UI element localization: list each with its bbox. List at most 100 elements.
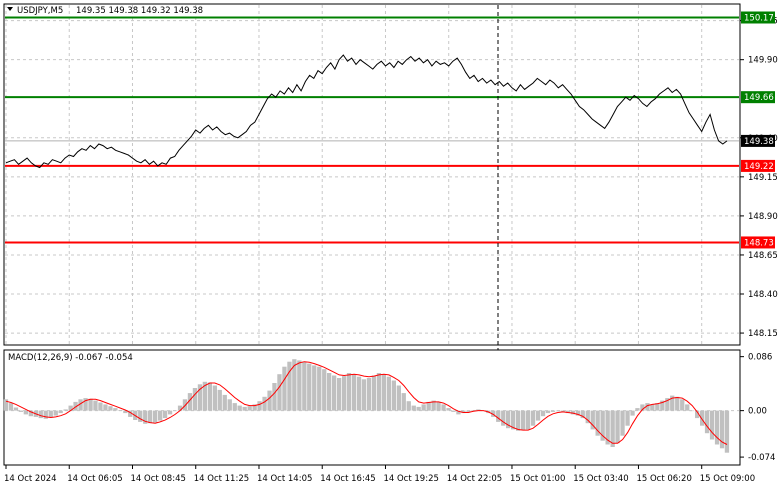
macd-bar	[530, 410, 536, 426]
macd-bar	[172, 410, 178, 412]
macd-bar	[516, 410, 521, 431]
macd-bar	[521, 410, 526, 431]
macd-bar	[381, 374, 386, 411]
macd-bar	[103, 404, 108, 411]
macd-bar	[700, 410, 705, 426]
macd-bar	[585, 410, 590, 424]
macd-bar	[73, 401, 78, 411]
symbol-dropdown-icon[interactable]	[7, 7, 13, 11]
macd-bar	[197, 384, 203, 411]
price-levels	[5, 16, 739, 244]
time-axis: 14 Oct 2024 14 Oct 06:05 14 Oct 08:45 14 Oc…	[4, 465, 755, 484]
macd-bar	[506, 410, 511, 429]
macd-bar	[252, 404, 257, 411]
macd-bar	[491, 410, 496, 417]
price-axis: 150.15149.90149.40149.15148.90148.65148.…	[740, 11, 778, 339]
y-tick-label: 148.40	[748, 290, 778, 300]
macd-bar	[441, 404, 446, 411]
x-tick-label: 14 Oct 19:25	[383, 474, 438, 484]
macd-bar	[272, 383, 277, 411]
x-tick-label: 15 Oct 06:20	[636, 474, 691, 484]
x-tick-label: 14 Oct 16:45	[320, 474, 375, 484]
macd-bar	[540, 410, 546, 417]
macd-bar	[575, 410, 580, 416]
macd-bar	[665, 398, 670, 411]
macd-bar	[595, 410, 600, 436]
macd-bar	[511, 410, 516, 430]
macd-bar	[337, 378, 342, 411]
macd-bar	[342, 376, 347, 411]
macd-bar	[371, 375, 377, 411]
macd-tick-label: -0.074	[748, 453, 775, 463]
y-tick-label: 149.15	[748, 173, 778, 183]
macd-bar	[366, 378, 372, 411]
macd-bar	[635, 408, 640, 411]
macd-bar	[48, 410, 53, 418]
macd-bar	[53, 410, 58, 416]
macd-bar	[525, 410, 531, 430]
macd-bar	[63, 409, 68, 411]
symbol-timeframe[interactable]: USDJPY,M5	[17, 6, 63, 16]
macd-bar	[292, 359, 297, 411]
macd-bar	[451, 410, 456, 412]
macd-bar	[421, 404, 426, 411]
x-tick-label: 15 Oct 09:00	[700, 474, 755, 484]
macd-bar	[158, 410, 163, 421]
macd-bar	[565, 410, 570, 414]
macd-bar	[332, 375, 337, 411]
macd-bar	[148, 410, 153, 424]
macd-bar	[8, 403, 14, 411]
y-tick-label: 148.15	[748, 329, 778, 339]
macd-bar	[625, 410, 630, 426]
macd-bar	[98, 402, 103, 411]
level-label-box	[741, 91, 775, 104]
macd-bar	[436, 401, 441, 411]
macd-bar	[550, 410, 556, 412]
macd-bar	[690, 410, 695, 412]
macd-bar	[23, 410, 28, 415]
macd-bar	[580, 410, 585, 419]
macd-bar	[143, 410, 148, 424]
macd-bar	[43, 410, 48, 419]
macd-bar	[590, 410, 595, 430]
macd-bar	[3, 399, 9, 411]
level-label-box	[741, 236, 775, 249]
macd-bar	[615, 410, 620, 444]
macd-bar	[535, 410, 541, 421]
macd-bar	[709, 410, 715, 440]
y-tick-label: 148.90	[748, 212, 778, 222]
macd-bar	[108, 406, 113, 411]
macd-bar	[555, 410, 561, 412]
macd-bar	[620, 410, 625, 436]
macd-bar	[680, 399, 685, 411]
macd-bar	[217, 389, 222, 411]
price-panel-frame	[3, 3, 741, 346]
macd-bar	[242, 406, 247, 411]
x-tick-label: 14 Oct 2024	[4, 474, 57, 484]
macd-bar	[93, 400, 98, 411]
macd-bar	[650, 404, 655, 411]
macd-bar	[88, 398, 93, 411]
x-tick-label: 14 Oct 08:45	[130, 474, 185, 484]
macd-bar	[227, 399, 232, 411]
macd-bar	[496, 410, 501, 422]
macd-bar	[396, 385, 401, 411]
level-label: 150.17	[744, 13, 774, 23]
macd-bar	[68, 405, 73, 411]
macd-bar	[78, 399, 83, 411]
macd-bar	[351, 374, 357, 411]
macd-bar	[83, 398, 88, 411]
macd-bar	[356, 376, 362, 411]
macd-bar	[695, 410, 700, 419]
y-tick-label: 149.90	[748, 56, 778, 66]
macd-bar	[675, 396, 680, 411]
macd-bar	[212, 385, 217, 411]
level-label: 149.66	[744, 93, 774, 103]
macd-title: MACD(12,26,9) -0.067 -0.054	[8, 353, 133, 363]
macd-bar	[257, 401, 262, 411]
macd-bar	[307, 363, 312, 411]
macd-bar	[401, 393, 406, 411]
macd-bar	[13, 407, 19, 411]
macd-bar	[192, 388, 198, 411]
